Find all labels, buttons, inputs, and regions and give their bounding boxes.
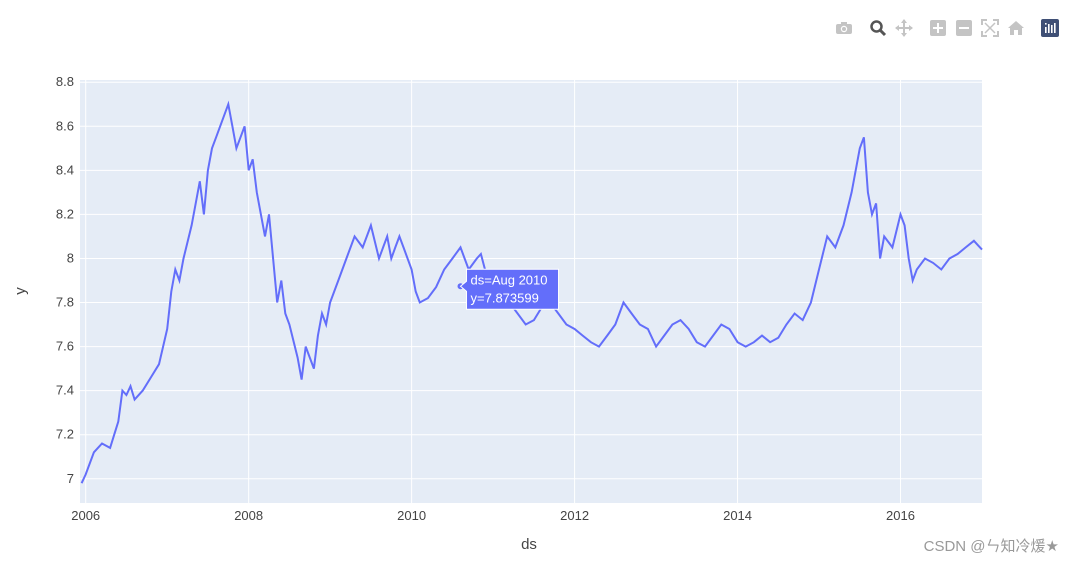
x-tick-label: 2010 <box>397 508 426 523</box>
plotly-logo-icon[interactable] <box>1038 16 1062 40</box>
x-tick-label: 2014 <box>723 508 752 523</box>
x-tick-label: 2012 <box>560 508 589 523</box>
y-tick-label: 8.4 <box>56 162 74 177</box>
y-tick-label: 7 <box>67 471 74 486</box>
y-tick-labels: 7 7.2 7.4 7.6 7.8 8 8.2 8.4 8.6 8.8 <box>56 74 74 486</box>
pan-icon[interactable] <box>892 16 916 40</box>
x-axis-title: ds <box>521 536 537 553</box>
home-icon[interactable] <box>1004 16 1028 40</box>
y-axis-title: y <box>12 287 29 295</box>
y-tick-label: 7.6 <box>56 339 74 354</box>
y-tick-label: 8 <box>67 250 74 265</box>
x-tick-labels: 2006 2008 2010 2012 2014 2016 <box>71 508 915 523</box>
zoom-in-icon[interactable] <box>926 16 950 40</box>
x-gridlines <box>85 80 902 503</box>
zoom-icon[interactable] <box>866 16 890 40</box>
y-gridlines <box>80 81 982 480</box>
series-line[interactable] <box>80 100 983 484</box>
y-tick-label: 8.6 <box>56 118 74 133</box>
hover-x-label: ds=Aug 2010 <box>471 272 548 287</box>
y-tick-label: 7.2 <box>56 427 74 442</box>
hover-tooltip: ds=Aug 2010 y=7.873599 <box>457 268 560 310</box>
hover-y-label: y=7.873599 <box>471 290 539 305</box>
y-tick-label: 8.8 <box>56 74 74 89</box>
watermark: CSDN @ㄣ知冷煖★ <box>923 538 1059 555</box>
x-tick-label: 2008 <box>234 508 263 523</box>
x-tick-label: 2006 <box>71 508 100 523</box>
zoom-out-icon[interactable] <box>952 16 976 40</box>
x-tick-label: 2016 <box>886 508 915 523</box>
camera-icon[interactable] <box>832 16 856 40</box>
y-tick-label: 7.8 <box>56 295 74 310</box>
autoscale-icon[interactable] <box>978 16 1002 40</box>
y-tick-label: 7.4 <box>56 383 74 398</box>
modebar <box>832 16 1064 40</box>
y-tick-label: 8.2 <box>56 206 74 221</box>
hover-label-box <box>459 268 560 310</box>
